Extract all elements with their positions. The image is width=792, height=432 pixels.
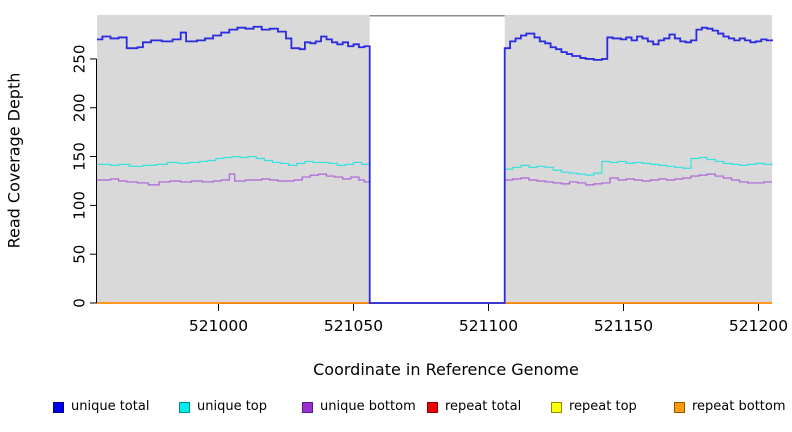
y-tick-label: 200 — [71, 93, 89, 122]
legend-item-repeat-top: repeat top — [551, 399, 637, 415]
x-tick-label: 521150 — [594, 317, 653, 335]
legend-swatch-icon — [179, 401, 190, 413]
legend-swatch-icon — [674, 401, 685, 413]
legend-label: unique top — [197, 399, 268, 414]
legend-label: unique total — [71, 399, 150, 414]
x-tick-label: 521100 — [459, 317, 518, 335]
y-tick-label: 0 — [71, 298, 89, 308]
legend-swatch-icon — [53, 401, 64, 413]
series-line-unique-top — [97, 155, 773, 304]
series-line-unique-bottom — [97, 173, 772, 304]
y-tick-label: 100 — [71, 191, 89, 220]
x-axis-title: Coordinate in Reference Genome — [313, 360, 579, 379]
legend-item-unique-bottom: unique bottom — [302, 399, 416, 415]
legend-label: unique bottom — [320, 399, 416, 414]
legend-swatch-icon — [427, 401, 438, 413]
legend-label: repeat total — [445, 399, 522, 414]
x-tick-label: 521000 — [189, 317, 248, 335]
y-axis-title: Read Coverage Depth — [4, 72, 24, 249]
y-tick-label: 250 — [71, 45, 89, 74]
x-tick-label: 521200 — [729, 317, 788, 335]
legend-swatch-icon — [551, 401, 562, 413]
y-tick-label: 50 — [71, 245, 89, 264]
series-line-unique-total — [97, 25, 773, 304]
legend: unique total unique top unique bottom repea… — [0, 399, 792, 419]
legend-label: repeat top — [569, 399, 637, 414]
y-tick-label: 150 — [71, 142, 89, 171]
legend-item-unique-top: unique top — [179, 399, 267, 415]
legend-item-repeat-bottom: repeat bottom — [674, 399, 786, 415]
legend-swatch-icon — [302, 401, 313, 413]
gap-region — [369, 15, 505, 303]
legend-item-repeat-total: repeat total — [427, 399, 521, 415]
x-tick-label: 521050 — [324, 317, 383, 335]
legend-label: repeat bottom — [692, 399, 786, 414]
legend-item-unique-total: unique total — [53, 399, 149, 415]
